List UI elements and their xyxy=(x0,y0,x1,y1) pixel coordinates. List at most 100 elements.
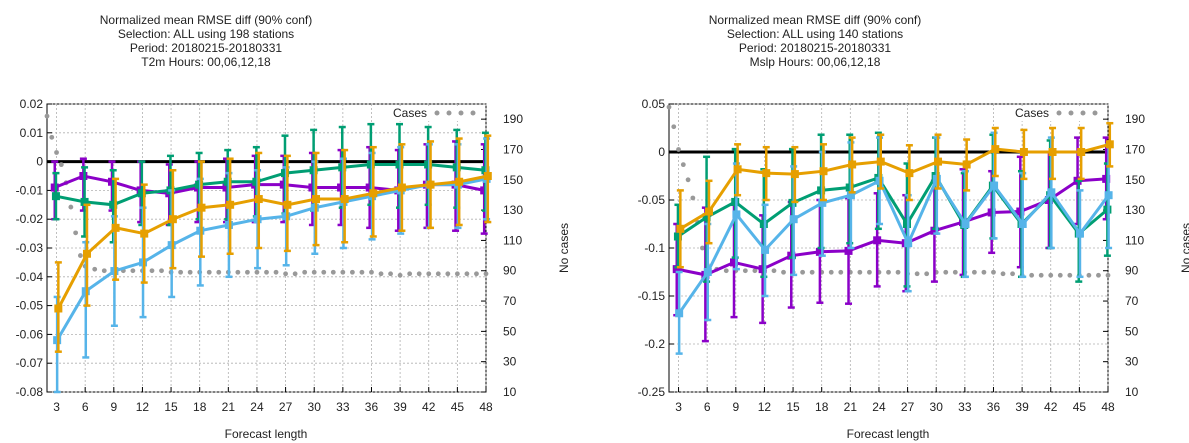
series-line xyxy=(676,177,1107,277)
x-tick-label: 48 xyxy=(479,400,493,414)
cases-point xyxy=(54,150,59,155)
cases-point xyxy=(1096,272,1101,278)
cases-point xyxy=(235,269,241,275)
legend-cases-symbol xyxy=(1056,110,1062,116)
cases-point xyxy=(44,113,50,119)
x-tick-label: 42 xyxy=(1044,400,1058,414)
cases-point xyxy=(943,269,949,275)
cases-point xyxy=(1057,272,1063,278)
x-tick-label: 45 xyxy=(1073,400,1087,414)
series-marker xyxy=(197,203,206,212)
series-marker xyxy=(455,177,464,186)
series-marker xyxy=(369,189,378,198)
x-tick-label: 27 xyxy=(901,400,915,414)
series-marker xyxy=(340,195,349,204)
x-tick-label: 15 xyxy=(164,400,178,414)
series-marker xyxy=(789,215,798,224)
series-marker xyxy=(137,189,146,198)
cases-point xyxy=(1048,272,1054,278)
series-marker xyxy=(80,197,89,206)
x-tick-label: 30 xyxy=(308,400,322,414)
cases-point xyxy=(464,271,470,277)
cases-point xyxy=(690,195,696,201)
cases-point xyxy=(187,269,193,275)
cases-point xyxy=(378,271,384,277)
cases-point xyxy=(838,269,844,275)
cases-point xyxy=(149,268,155,274)
cases-point xyxy=(340,269,346,275)
cases-point xyxy=(781,269,786,275)
title-line: Mslp Hours: 00,06,12,18 xyxy=(750,55,881,69)
cases-point xyxy=(264,269,269,275)
y-tick-label: -0.02 xyxy=(16,212,44,226)
cases-point xyxy=(245,269,250,275)
y-tick-label: -0.08 xyxy=(16,385,44,399)
series-marker xyxy=(483,172,492,180)
series-line xyxy=(56,174,489,310)
title-line: Period: 20180215-20180331 xyxy=(130,41,282,55)
cases-point xyxy=(321,269,327,275)
cases-point xyxy=(828,269,834,275)
x-tick-label: 27 xyxy=(279,400,293,414)
cases-point xyxy=(857,269,863,275)
series-marker xyxy=(54,304,63,313)
cases-point xyxy=(454,271,460,277)
x-tick-label: 6 xyxy=(704,400,711,414)
y-tick-label: -0.25 xyxy=(638,385,666,399)
x-tick-label: 45 xyxy=(451,400,465,414)
series-marker xyxy=(934,157,943,166)
y2-tick-label: 130 xyxy=(1125,203,1145,217)
legend-background xyxy=(999,106,1103,121)
series-marker xyxy=(962,160,971,169)
series-marker xyxy=(140,229,149,238)
y-tick-label: -0.03 xyxy=(16,241,44,255)
cases-point xyxy=(771,268,777,274)
y2-tick-label: 190 xyxy=(503,112,523,126)
x-tick-label: 15 xyxy=(786,400,800,414)
cases-point xyxy=(254,269,260,275)
series-marker xyxy=(818,198,827,207)
x-tick-label: 21 xyxy=(222,400,236,414)
y-tick-label: 0.01 xyxy=(20,126,44,140)
cases-point xyxy=(676,147,681,152)
y2-tick-label: 10 xyxy=(503,385,517,399)
cases-point xyxy=(666,104,672,110)
legend-cases-symbol xyxy=(1092,110,1098,116)
series-marker xyxy=(876,157,885,166)
y2-tick-label: 10 xyxy=(1125,385,1139,399)
y2-tick-label: 70 xyxy=(1125,294,1139,308)
title-line: Selection: ALL using 140 stations xyxy=(727,27,903,41)
series-marker xyxy=(991,145,1000,154)
cases-point xyxy=(483,271,489,277)
x-tick-label: 3 xyxy=(675,400,682,414)
series-marker xyxy=(1048,148,1057,156)
y-tick-label: -0.15 xyxy=(638,289,666,303)
title-line: Selection: ALL using 198 stations xyxy=(118,27,294,41)
cases-point xyxy=(92,266,98,272)
legend-cases-symbol xyxy=(470,110,476,116)
y2-axis-label: No cases xyxy=(557,223,571,273)
series-marker xyxy=(961,220,970,228)
series-marker xyxy=(733,165,742,174)
x-tick-label: 30 xyxy=(930,400,944,414)
cases-point xyxy=(349,269,355,275)
series-marker xyxy=(82,249,91,258)
y2-tick-label: 110 xyxy=(1125,233,1144,247)
x-tick-label: 18 xyxy=(815,400,829,414)
title-line: Normalized mean RMSE diff (90% conf) xyxy=(709,13,922,27)
y-tick-label: 0 xyxy=(658,145,665,159)
series-marker xyxy=(168,215,177,224)
cases-point xyxy=(1067,272,1073,278)
x-axis-label: Forecast length xyxy=(847,427,930,441)
cases-point xyxy=(952,269,958,275)
series-marker xyxy=(904,239,913,248)
cases-point xyxy=(867,269,872,275)
cases-point xyxy=(58,162,64,168)
cases-point xyxy=(1029,272,1035,278)
cases-point xyxy=(971,269,977,275)
cases-point xyxy=(445,271,451,277)
series-marker xyxy=(397,183,406,192)
y2-tick-label: 90 xyxy=(1125,264,1139,278)
y-tick-label: 0.02 xyxy=(20,97,44,111)
series-marker xyxy=(675,309,684,318)
